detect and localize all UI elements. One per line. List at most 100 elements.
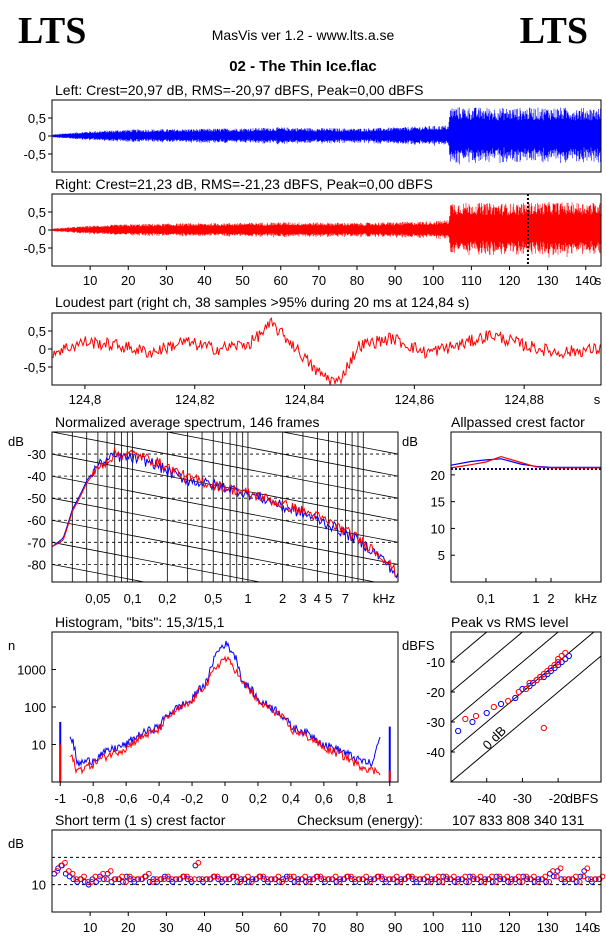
peak-rms-point-left (558, 658, 565, 666)
right-channel-xtick-label: 120 (499, 273, 521, 288)
crest-point-left (497, 876, 504, 883)
checksum-label: Checksum (energy): (297, 812, 424, 828)
spectrum-chart: dB-30 -40 -50 -60 -70 -80 0,05 0,1 0,2 0,5 1 2 3 4 5 7 k… (8, 431, 399, 606)
crest-point-left (127, 876, 134, 883)
crest-xtick-label: 10 (83, 920, 97, 935)
crest-point-right (584, 865, 591, 872)
right-channel-xunit: s (595, 273, 602, 288)
crest-point-right (195, 859, 202, 866)
crest-point-right (313, 873, 320, 880)
crest-point-left (585, 876, 591, 883)
peak-rms-point-right (555, 655, 562, 663)
histogram-xtick-label: -1 (54, 791, 66, 806)
crest-point-right (588, 876, 594, 883)
loudest-part-title: Loudest part (right ch, 38 samples >95% … (55, 294, 470, 310)
peak-rms-ylabel: dBFS (402, 638, 435, 653)
spectrum-ytick-label: -80 (27, 557, 46, 572)
brand-logo-right: LTS (519, 10, 588, 52)
crest-point-right (405, 873, 411, 880)
crest-point-right (275, 873, 282, 880)
right-channel-xtick-label: 110 (461, 273, 482, 288)
allpass-series-left (450, 458, 601, 468)
peak-rms-point-left (547, 667, 555, 675)
crest-point-right (111, 876, 118, 883)
spectrum-ytick-label: -70 (27, 535, 46, 550)
crest-point-left (535, 876, 542, 883)
histogram-xtick-label: -0,8 (82, 791, 104, 806)
crest-point-right (500, 876, 507, 883)
crest-point-left (280, 876, 286, 883)
crest-xtick-label: 130 (537, 920, 559, 935)
crest-point-right (386, 876, 392, 883)
crest-point-right (504, 873, 511, 880)
crest-point-right (164, 873, 171, 880)
crest-point-right (241, 876, 248, 883)
crest-point-right (119, 873, 126, 880)
right-channel-xtick-label: 70 (312, 273, 326, 288)
crest-point-right (248, 879, 255, 885)
peak-rms-point-right (551, 661, 558, 669)
crest-point-right (393, 873, 400, 880)
peak-rms-xtick-label: -20 (549, 791, 568, 806)
crest-point-right (172, 876, 179, 883)
peak-rms-point-right (555, 658, 562, 666)
crest-point-right (187, 876, 194, 883)
histogram-xtick-label: 0 (221, 791, 228, 806)
crest-xtick-label: 110 (461, 920, 482, 935)
crest-point-right (439, 879, 446, 885)
crest-point-left (51, 870, 58, 877)
crest-point-right (332, 873, 339, 880)
peak-rms-point-right (472, 712, 480, 720)
crest-point-right (599, 873, 606, 880)
peak-rms-point-left (530, 679, 537, 687)
crest-point-right (286, 873, 293, 880)
crest-point-left (550, 873, 557, 880)
crest-point-right (206, 876, 213, 883)
crest-point-left (524, 876, 530, 883)
crest-point-left (93, 879, 100, 885)
crest-point-right (458, 876, 465, 883)
histogram-series-left (69, 640, 381, 768)
peak-rms-point-left (497, 700, 505, 708)
spectrum-slope-line (165, 432, 398, 477)
peak-rms-point-right (515, 688, 522, 696)
crest-point-left (337, 876, 344, 883)
crest-point-right (527, 876, 533, 883)
crest-point-right (523, 873, 530, 880)
crest-point-right (218, 876, 225, 883)
crest-point-left (482, 876, 489, 883)
histogram-xtick-label: 0,6 (315, 791, 333, 806)
peak-rms-point-left (551, 664, 558, 672)
spectrum-xtick-label: 0,05 (85, 591, 110, 606)
crest-point-right (321, 876, 328, 883)
peak-rms-point-right (522, 685, 530, 693)
crest-point-left (364, 879, 370, 885)
crest-point-right (103, 876, 110, 883)
app-title: MasVis ver 1.2 - www.lts.a.se (211, 27, 395, 43)
brand-logo-left: LTS (18, 10, 87, 52)
loudest-part-trace (52, 317, 601, 385)
crest-point-right (290, 873, 297, 880)
crest-point-right (378, 873, 385, 880)
peak-rms-point-right (547, 664, 555, 672)
crest-point-left (451, 879, 458, 885)
crest-point-right (340, 876, 347, 883)
crest-point-right (69, 870, 76, 877)
crest-point-right (157, 876, 164, 883)
crest-point-right (237, 879, 244, 885)
crest-point-right (420, 876, 427, 883)
crest-point-left (379, 876, 386, 883)
spectrum-slope-line (52, 563, 147, 582)
right-channel-xtick-label: 140 (575, 273, 597, 288)
crest-point-left (436, 879, 443, 885)
spectrum-ylabel: dB (8, 434, 24, 449)
histogram-title: Histogram, "bits": 15,3/15,1 (55, 614, 225, 630)
crest-point-right (149, 879, 156, 885)
crest-point-right (508, 879, 514, 885)
crest-point-right (180, 873, 187, 880)
crest-point-right (252, 876, 259, 883)
crest-point-right (542, 873, 549, 880)
peak-rms-point-right (537, 673, 544, 681)
histogram-xtick-label: -0,4 (148, 791, 170, 806)
crest-point-right (96, 876, 103, 883)
